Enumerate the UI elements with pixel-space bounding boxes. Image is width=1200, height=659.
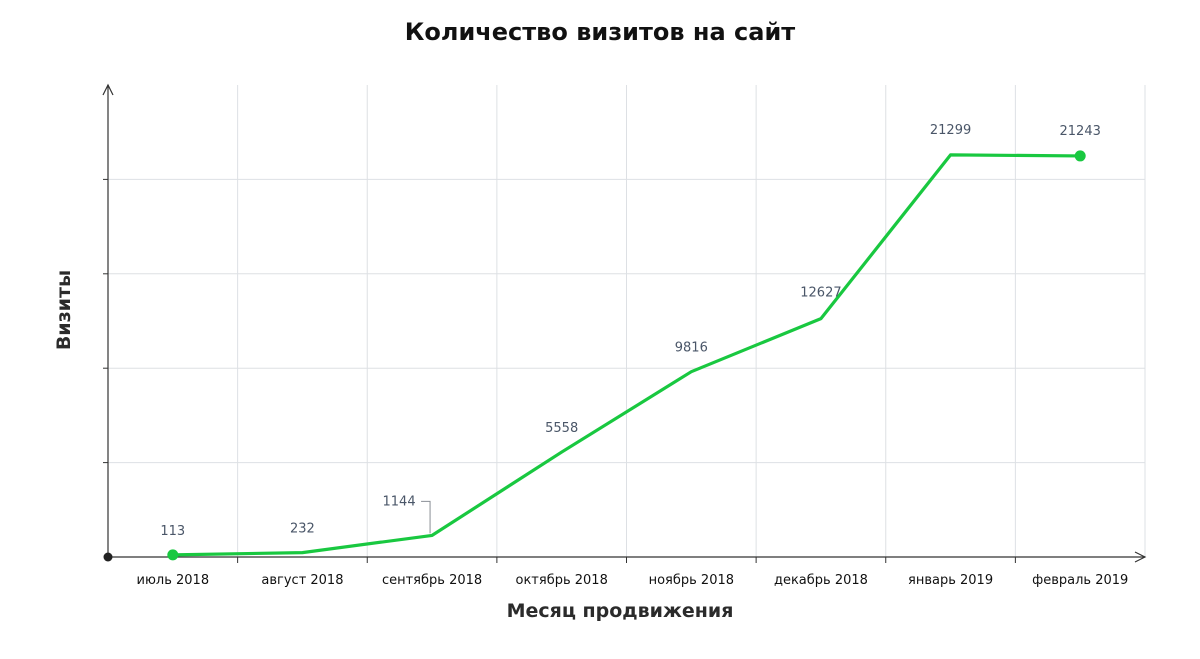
x-tick-label: июль 2018 <box>137 573 210 588</box>
y-axis-title: Визиты <box>53 269 75 351</box>
data-label-connector <box>421 500 431 534</box>
data-point <box>167 549 179 561</box>
x-tick-label: октябрь 2018 <box>516 573 608 588</box>
x-axis-title: Месяц продвижения <box>506 600 734 622</box>
data-label: 21299 <box>930 123 971 138</box>
x-axis-arrow <box>1134 551 1147 563</box>
data-label: 1144 <box>383 494 416 509</box>
y-axis-arrow <box>102 83 114 96</box>
x-tick-label: январь 2019 <box>908 573 993 588</box>
data-label: 5558 <box>545 421 578 436</box>
x-tick-label: сентябрь 2018 <box>382 573 482 588</box>
chart-title: Количество визитов на сайт <box>404 18 796 46</box>
axis-origin-dot <box>103 552 113 562</box>
x-tick-label: август 2018 <box>261 573 343 588</box>
x-tick-label: февраль 2019 <box>1032 573 1128 588</box>
x-tick-label: ноябрь 2018 <box>649 573 734 588</box>
data-label: 21243 <box>1060 124 1101 139</box>
data-point <box>1074 150 1086 162</box>
data-label: 232 <box>290 522 315 537</box>
data-label: 12627 <box>800 286 841 301</box>
x-tick-label: декабрь 2018 <box>774 573 868 588</box>
data-label: 113 <box>160 524 185 539</box>
series-line <box>171 153 1082 557</box>
data-label: 9816 <box>675 341 708 356</box>
